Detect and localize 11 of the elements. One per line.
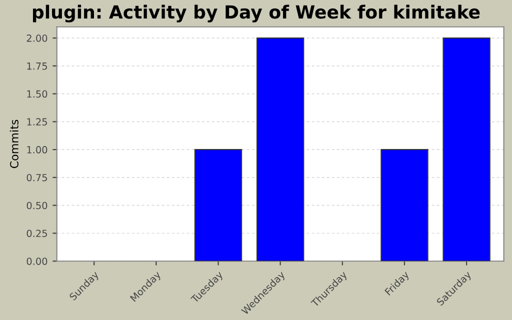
y-tick-label: 1.25: [27, 118, 47, 126]
y-tick-label: 2.00: [26, 34, 48, 42]
y-tick-label: 1.50: [27, 90, 48, 98]
y-tick-label: 0.50: [26, 202, 48, 210]
y-tick-label: 1.75: [27, 62, 47, 70]
y-tick-label: 0.25: [26, 230, 47, 238]
y-tick-label: 0.75: [26, 174, 47, 182]
y-axis-title: Commits: [10, 120, 18, 168]
y-tick-label: 0.00: [26, 258, 48, 265]
y-tick-label: 1.00: [27, 146, 48, 154]
chart-title: plugin: Activity by Day of Week for kimitake: [32, 4, 480, 22]
